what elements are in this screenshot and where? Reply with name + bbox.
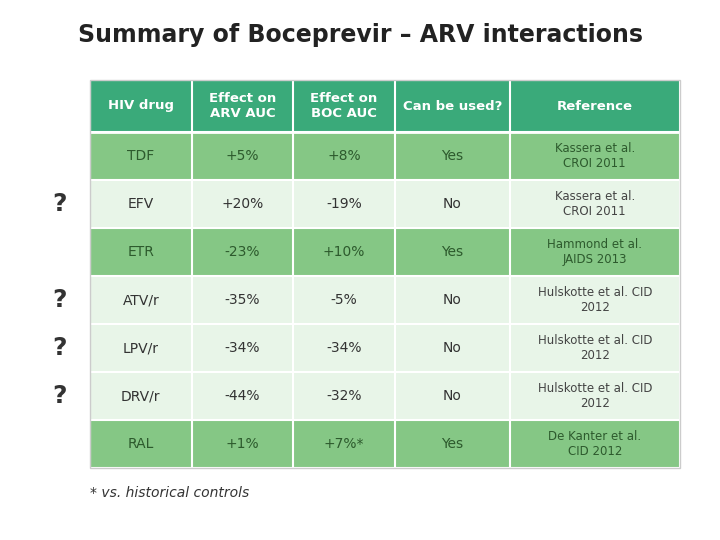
Bar [293,80,395,132]
Text: No: No [443,293,462,307]
Bar [510,324,680,372]
Bar [192,276,293,324]
Bar [293,228,395,276]
Bar [395,372,510,420]
Bar [395,80,510,132]
Text: -34%: -34% [326,341,361,355]
Text: +1%: +1% [225,437,259,451]
Bar [510,180,680,228]
Text: Can be used?: Can be used? [402,99,502,112]
Bar [510,372,680,420]
Bar [90,372,192,420]
Text: Hulskotte et al. CID
2012: Hulskotte et al. CID 2012 [538,334,652,362]
Text: Kassera et al.
CROI 2011: Kassera et al. CROI 2011 [554,142,635,170]
Text: Yes: Yes [441,149,463,163]
Text: ?: ? [53,336,67,360]
Text: -44%: -44% [225,389,260,403]
Bar [395,132,510,180]
Text: Hulskotte et al. CID
2012: Hulskotte et al. CID 2012 [538,286,652,314]
Bar [510,420,680,468]
Bar [395,276,510,324]
Text: -35%: -35% [225,293,260,307]
Text: EFV: EFV [127,197,154,211]
Bar [293,324,395,372]
Bar [90,420,192,468]
Bar [192,80,293,132]
Text: -5%: -5% [330,293,357,307]
Bar [90,276,192,324]
Text: No: No [443,341,462,355]
Text: +20%: +20% [221,197,264,211]
Text: +10%: +10% [323,245,365,259]
Text: -23%: -23% [225,245,260,259]
Text: ?: ? [53,192,67,216]
Bar [510,132,680,180]
Bar [293,420,395,468]
Text: No: No [443,197,462,211]
Text: Yes: Yes [441,437,463,451]
Text: +8%: +8% [327,149,361,163]
Bar [395,180,510,228]
Bar [395,324,510,372]
Text: DRV/r: DRV/r [121,389,161,403]
Bar [510,228,680,276]
Bar [192,132,293,180]
Text: ATV/r: ATV/r [122,293,159,307]
Text: No: No [443,389,462,403]
Text: Summary of Boceprevir – ARV interactions: Summary of Boceprevir – ARV interactions [78,23,642,47]
Bar [192,324,293,372]
Bar [90,132,192,180]
Bar [192,180,293,228]
Bar [90,324,192,372]
Text: HIV drug: HIV drug [108,99,174,112]
Text: * vs. historical controls: * vs. historical controls [90,486,249,500]
Text: +7%*: +7%* [324,437,364,451]
Text: LPV/r: LPV/r [123,341,159,355]
Text: -34%: -34% [225,341,260,355]
Text: TDF: TDF [127,149,154,163]
Text: Effect on
BOC AUC: Effect on BOC AUC [310,92,378,120]
Bar [510,80,680,132]
Bar [293,132,395,180]
Text: +5%: +5% [225,149,259,163]
Text: Yes: Yes [441,245,463,259]
Bar [293,180,395,228]
Bar [90,228,192,276]
Text: ?: ? [53,288,67,312]
Bar [90,180,192,228]
Bar [395,228,510,276]
Bar [192,420,293,468]
Text: Reference: Reference [557,99,633,112]
Bar [192,372,293,420]
Bar [293,372,395,420]
Text: ETR: ETR [127,245,154,259]
Bar [293,276,395,324]
Text: -19%: -19% [326,197,362,211]
Bar [192,228,293,276]
Bar [510,276,680,324]
Text: Hulskotte et al. CID
2012: Hulskotte et al. CID 2012 [538,382,652,410]
Text: Kassera et al.
CROI 2011: Kassera et al. CROI 2011 [554,190,635,218]
Text: RAL: RAL [127,437,154,451]
Bar [90,80,680,468]
Text: ?: ? [53,384,67,408]
Text: De Kanter et al.
CID 2012: De Kanter et al. CID 2012 [548,430,642,458]
Bar [395,420,510,468]
Bar [90,80,192,132]
Text: Effect on
ARV AUC: Effect on ARV AUC [209,92,276,120]
Text: -32%: -32% [326,389,361,403]
Text: Hammond et al.
JAIDS 2013: Hammond et al. JAIDS 2013 [547,238,642,266]
